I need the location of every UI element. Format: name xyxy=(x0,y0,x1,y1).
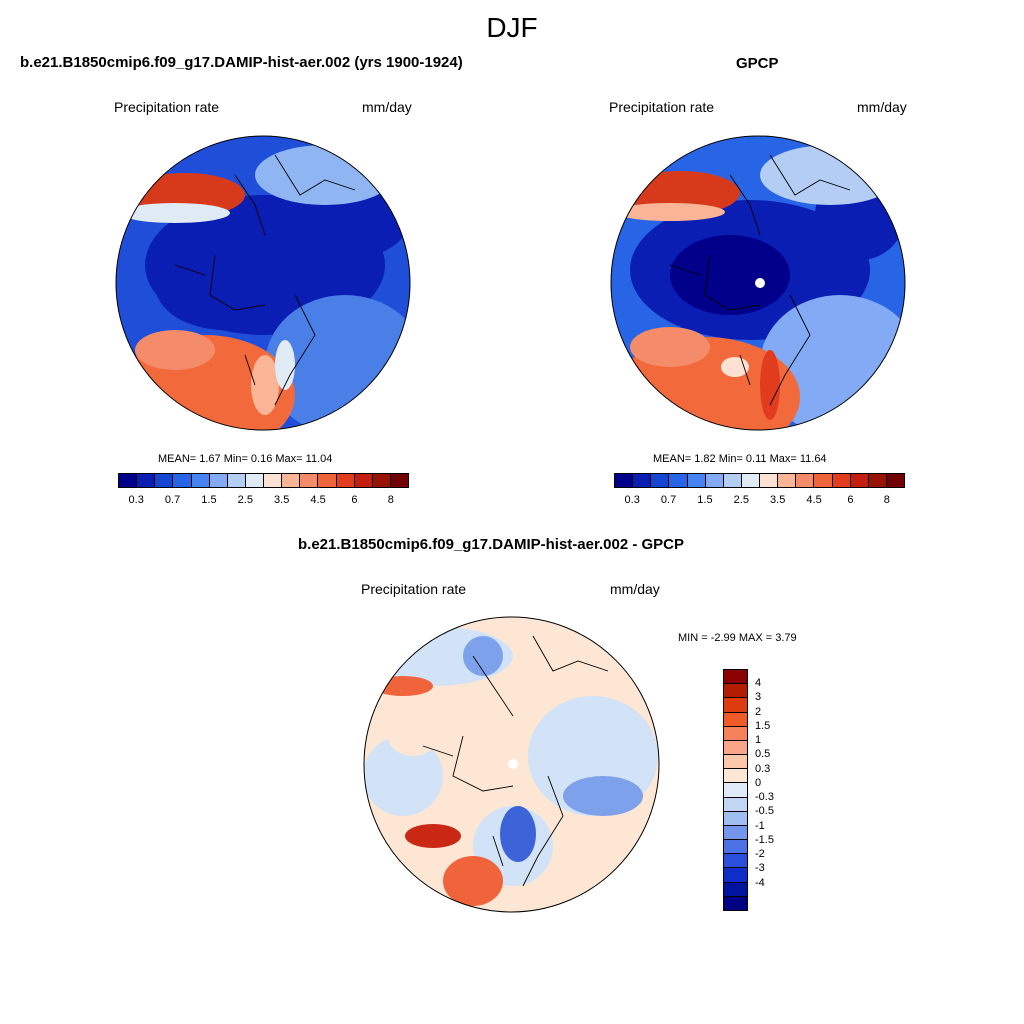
colorbar-swatch xyxy=(264,474,283,487)
colorbar-tick-label: 0.7 xyxy=(164,494,181,506)
model-stats: MEAN= 1.67 Min= 0.16 Max= 11.04 xyxy=(158,453,333,465)
colorbar-tick-label: 0 xyxy=(755,776,762,789)
colorbar-swatch xyxy=(651,474,670,487)
figure-title: DJF xyxy=(486,12,538,43)
colorbar-tick-label: -1.5 xyxy=(755,833,774,846)
colorbar-swatch xyxy=(209,474,228,487)
colorbar-swatch xyxy=(227,474,246,487)
colorbar-tick-label: 2.5 xyxy=(237,494,253,506)
colorbar-swatch xyxy=(173,474,192,487)
obs-variable-label: Precipitation rate xyxy=(609,99,715,115)
colorbar-tick-label: 2.5 xyxy=(733,494,749,506)
diff-colorbar xyxy=(723,669,748,911)
colorbar-swatch xyxy=(336,474,355,487)
colorbar-tick-label: 8 xyxy=(387,494,394,506)
colorbar-tick-label: 8 xyxy=(883,494,890,506)
colorbar-swatch xyxy=(705,474,724,487)
colorbar-swatch xyxy=(615,474,634,487)
colorbar-swatch xyxy=(245,474,264,487)
colorbar-swatch xyxy=(814,474,833,487)
colorbar-tick-label: 0.7 xyxy=(660,494,677,506)
colorbar-tick-label: 3 xyxy=(755,691,762,704)
model-colorbar xyxy=(118,473,409,488)
colorbar-swatch xyxy=(724,868,747,883)
colorbar-tick-label: 1.5 xyxy=(697,494,713,506)
colorbar-tick-label: 0.3 xyxy=(128,494,144,506)
colorbar-tick-label: 3.5 xyxy=(274,494,290,506)
colorbar-swatch xyxy=(724,854,747,869)
colorbar-swatch xyxy=(724,797,747,812)
colorbar-swatch xyxy=(155,474,174,487)
colorbar-tick-label: 4 xyxy=(755,677,762,690)
colorbar-swatch xyxy=(372,474,391,487)
colorbar-swatch xyxy=(724,698,747,713)
colorbar-swatch xyxy=(724,769,747,784)
obs-panel-title: GPCP xyxy=(736,55,779,72)
diff-stats: MIN = -2.99 MAX = 3.79 xyxy=(678,632,797,644)
colorbar-swatch xyxy=(778,474,797,487)
colorbar-swatch xyxy=(724,670,747,685)
colorbar-swatch xyxy=(724,740,747,756)
colorbar-tick-label: 1.5 xyxy=(755,719,771,732)
colorbar-swatch xyxy=(119,474,138,487)
model-panel-title: b.e21.B1850cmip6.f09_g17.DAMIP-hist-aer.… xyxy=(20,54,463,71)
diff-variable-label: Precipitation rate xyxy=(361,581,467,597)
colorbar-swatch xyxy=(633,474,652,487)
colorbar-tick-label: -0.3 xyxy=(755,791,774,804)
obs-stats: MEAN= 1.82 Min= 0.11 Max= 11.64 xyxy=(653,453,827,465)
colorbar-swatch xyxy=(724,811,747,826)
colorbar-swatch xyxy=(723,474,742,487)
colorbar-tick-label: -1 xyxy=(755,819,765,832)
colorbar-swatch xyxy=(724,825,747,841)
colorbar-tick-label: 4.5 xyxy=(806,494,822,506)
colorbar-swatch xyxy=(191,474,210,487)
colorbar-swatch xyxy=(669,474,688,487)
colorbar-swatch xyxy=(687,474,706,487)
colorbar-swatch xyxy=(300,474,319,487)
colorbar-swatch xyxy=(390,474,408,487)
colorbar-swatch xyxy=(724,882,747,897)
colorbar-swatch xyxy=(832,474,851,487)
colorbar-swatch xyxy=(886,474,904,487)
colorbar-tick-label: 1.5 xyxy=(201,494,217,506)
colorbar-swatch xyxy=(724,783,747,798)
colorbar-tick-label: 2 xyxy=(755,705,762,718)
colorbar-swatch xyxy=(850,474,869,487)
model-variable-label: Precipitation rate xyxy=(114,99,220,115)
diff-panel-title: b.e21.B1850cmip6.f09_g17.DAMIP-hist-aer.… xyxy=(298,536,685,553)
model-units-label: mm/day xyxy=(362,99,412,115)
colorbar-tick-label: -4 xyxy=(755,876,765,889)
colorbar-tick-label: 1 xyxy=(755,734,762,747)
diff-polar-map xyxy=(363,616,660,913)
colorbar-swatch xyxy=(282,474,301,487)
colorbar-swatch xyxy=(796,474,815,487)
colorbar-swatch xyxy=(741,474,760,487)
colorbar-swatch xyxy=(868,474,887,487)
colorbar-swatch xyxy=(724,726,747,741)
colorbar-tick-label: -0.5 xyxy=(755,805,774,818)
colorbar-tick-label: 6 xyxy=(847,494,854,506)
obs-colorbar xyxy=(614,473,905,488)
colorbar-swatch xyxy=(724,755,747,770)
colorbar-swatch xyxy=(318,474,337,487)
colorbar-swatch xyxy=(354,474,373,487)
colorbar-tick-label: 0.5 xyxy=(755,748,771,761)
model-polar-map xyxy=(115,135,411,431)
colorbar-tick-label: 0.3 xyxy=(755,762,771,775)
colorbar-swatch xyxy=(724,712,747,727)
obs-polar-map xyxy=(610,135,906,431)
colorbar-tick-label: 0.3 xyxy=(624,494,640,506)
obs-units-label: mm/day xyxy=(857,99,907,115)
colorbar-tick-label: 3.5 xyxy=(770,494,786,506)
colorbar-swatch xyxy=(724,840,747,855)
colorbar-tick-label: -3 xyxy=(755,862,765,875)
diff-units-label: mm/day xyxy=(610,581,660,597)
colorbar-swatch xyxy=(760,474,779,487)
colorbar-swatch xyxy=(137,474,156,487)
colorbar-tick-label: 6 xyxy=(351,494,358,506)
colorbar-swatch xyxy=(724,896,747,910)
colorbar-tick-label: 4.5 xyxy=(310,494,326,506)
colorbar-tick-label: -2 xyxy=(755,848,765,861)
colorbar-swatch xyxy=(724,684,747,699)
